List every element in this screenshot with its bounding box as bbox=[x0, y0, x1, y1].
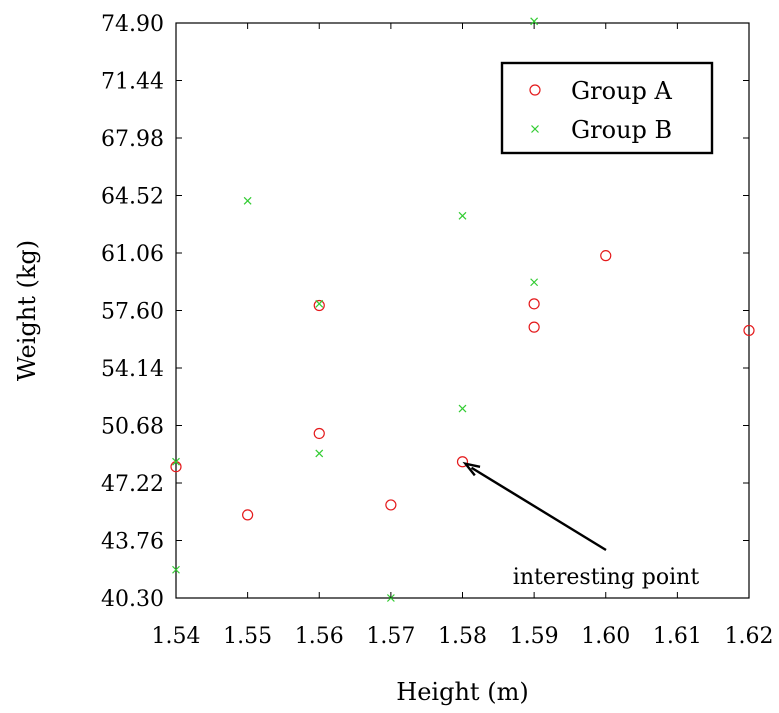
legend-marker bbox=[529, 84, 541, 96]
cross-stroke bbox=[530, 17, 539, 26]
x-tick-label: 1.57 bbox=[366, 624, 415, 649]
legend-box bbox=[500, 61, 714, 155]
x-tick-label: 1.62 bbox=[725, 624, 774, 649]
data-point bbox=[313, 427, 325, 440]
x-tick-label: 1.54 bbox=[152, 624, 201, 649]
cross-stroke bbox=[172, 457, 180, 466]
y-tick-label: 67.98 bbox=[101, 127, 164, 152]
data-point bbox=[528, 321, 540, 333]
y-tick-label: 71.44 bbox=[101, 70, 164, 95]
y-tick-label: 54.14 bbox=[101, 357, 164, 382]
legend-entry: Group B bbox=[531, 116, 672, 144]
cross-stroke bbox=[458, 404, 467, 413]
y-tick-label: 57.60 bbox=[101, 300, 164, 325]
cross-stroke bbox=[172, 565, 180, 574]
y-tick-label: 50.68 bbox=[101, 415, 164, 440]
legend: Group A Group B bbox=[500, 61, 714, 155]
annotation-arrow-head bbox=[462, 461, 481, 477]
x-axis-label: Height (m) bbox=[396, 678, 528, 706]
cross-stroke bbox=[315, 299, 324, 308]
legend-marker bbox=[531, 125, 539, 133]
cross-stroke bbox=[243, 196, 252, 205]
data-point bbox=[743, 324, 755, 337]
x-tick-label: 1.55 bbox=[223, 624, 272, 649]
data-points bbox=[170, 17, 755, 602]
data-point bbox=[528, 298, 540, 310]
cross-stroke bbox=[531, 125, 539, 133]
x-tick-label: 1.60 bbox=[581, 624, 630, 649]
data-point bbox=[530, 17, 539, 26]
data-point bbox=[242, 509, 254, 521]
data-point bbox=[315, 299, 324, 308]
y-tick-label: 40.30 bbox=[101, 587, 164, 612]
data-point bbox=[458, 404, 467, 413]
data-point bbox=[458, 211, 467, 220]
x-tick-label: 1.59 bbox=[510, 624, 559, 649]
data-point bbox=[530, 278, 539, 287]
data-point bbox=[313, 299, 325, 312]
y-tick-label: 74.90 bbox=[101, 12, 164, 37]
y-tick-label: 64.52 bbox=[101, 185, 164, 210]
series-group-b bbox=[172, 17, 539, 602]
data-point bbox=[600, 250, 612, 262]
data-point bbox=[243, 196, 252, 205]
cross-stroke bbox=[458, 211, 467, 220]
data-point bbox=[456, 456, 469, 468]
data-point bbox=[315, 449, 324, 458]
x-tick-label: 1.56 bbox=[295, 624, 344, 649]
annotation-arrow-line bbox=[470, 466, 607, 552]
series-group-a bbox=[170, 250, 755, 521]
y-tick-label: 61.06 bbox=[101, 242, 164, 267]
legend-label: Group B bbox=[571, 116, 672, 144]
data-point bbox=[172, 457, 180, 466]
data-point bbox=[385, 499, 397, 511]
x-tick-label: 1.61 bbox=[653, 624, 702, 649]
y-axis-label: Weight (kg) bbox=[13, 240, 41, 381]
legend-label: Group A bbox=[571, 77, 673, 105]
axes: 1.54 1.55 1.56 1.57 1.58 1.59 1.60 1.61 1.62 40.3… bbox=[13, 12, 773, 706]
legend-entry: Group A bbox=[529, 77, 673, 105]
y-tick-label: 47.22 bbox=[101, 472, 164, 497]
x-tick-label: 1.58 bbox=[438, 624, 487, 649]
cross-stroke bbox=[530, 278, 539, 287]
cross-stroke bbox=[315, 449, 324, 458]
data-point bbox=[172, 565, 180, 574]
annotation: interesting point bbox=[462, 461, 700, 590]
annotation-label: interesting point bbox=[513, 565, 700, 590]
y-tick-label: 43.76 bbox=[101, 530, 164, 555]
